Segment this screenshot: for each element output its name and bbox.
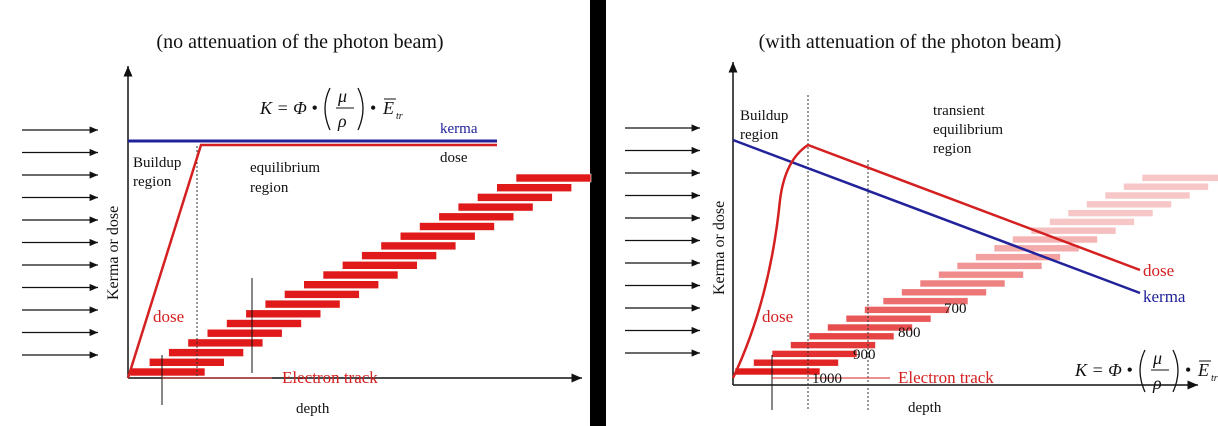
electron-track xyxy=(497,184,572,192)
electron-track-label: Electron track xyxy=(898,368,994,387)
title: (with attenuation of the photon beam) xyxy=(759,31,1062,53)
electron-track xyxy=(477,193,552,201)
formula-subscript: tr xyxy=(396,111,403,122)
formula: K = Φ • μ ρ • E tr xyxy=(259,86,403,131)
electron-track xyxy=(458,203,533,211)
buildup-label: Buildup xyxy=(740,108,788,124)
dose-marker: dose xyxy=(762,307,793,326)
equilibrium-label: transient xyxy=(933,103,985,119)
electron-track xyxy=(284,290,359,298)
electron-track xyxy=(304,281,379,289)
electron-track xyxy=(169,349,244,357)
equilibrium-label: region xyxy=(250,180,289,196)
title: (no attenuation of the photon beam) xyxy=(156,31,443,53)
dose-label: dose xyxy=(1143,261,1174,280)
formula-denominator: ρ xyxy=(1152,373,1162,393)
electron-track xyxy=(994,245,1079,252)
left-panel: (no attenuation of the photon beam) kerm… xyxy=(22,31,591,417)
electron-track xyxy=(130,368,205,376)
electron-track xyxy=(342,261,417,269)
electron-track xyxy=(246,310,321,318)
x-axis-label: depth xyxy=(908,400,942,416)
electron-track xyxy=(323,271,398,279)
formula-lhs: K = Φ • xyxy=(1074,360,1133,380)
y-axis-label: Kerma or dose xyxy=(711,201,728,295)
electron-track xyxy=(939,271,1024,278)
track-label: 700 xyxy=(944,301,967,317)
electron-track xyxy=(809,333,894,340)
electron-track xyxy=(772,350,857,357)
electron-track xyxy=(920,280,1005,287)
electron-track xyxy=(207,329,282,337)
formula: K = Φ • μ ρ • E tr xyxy=(1074,348,1218,393)
formula-subscript: tr xyxy=(1211,373,1218,384)
buildup-label: region xyxy=(740,127,779,143)
paren xyxy=(325,88,330,130)
formula-numerator: μ xyxy=(337,86,347,106)
dose-label: dose xyxy=(440,150,468,166)
equilibrium-label: equilibrium xyxy=(933,122,1003,138)
electron-track xyxy=(362,252,437,260)
buildup-label: Buildup xyxy=(133,155,181,171)
electron-track xyxy=(1105,192,1190,199)
formula-numerator: μ xyxy=(1152,348,1162,368)
divider xyxy=(590,0,606,426)
kerma-label: kerma xyxy=(1143,287,1186,306)
formula-dot: • xyxy=(370,98,376,118)
photon-arrows xyxy=(625,128,700,353)
formula-energy: E xyxy=(382,98,394,118)
electron-track xyxy=(865,306,950,313)
dose-line xyxy=(128,145,497,378)
electron-track xyxy=(957,262,1042,269)
equilibrium-label: region xyxy=(933,141,972,157)
electron-track xyxy=(400,232,475,240)
electron-track xyxy=(902,289,987,296)
buildup-label: region xyxy=(133,174,172,190)
formula-lhs: K = Φ • xyxy=(259,98,318,118)
electron-track xyxy=(754,359,839,366)
paren xyxy=(358,88,363,130)
track-label: 800 xyxy=(898,325,921,341)
y-axis-label: Kerma or dose xyxy=(105,206,122,300)
electron-track xyxy=(149,358,224,366)
electron-track xyxy=(735,368,820,375)
equilibrium-label: equilibrium xyxy=(250,160,320,176)
electron-track-label: Electron track xyxy=(282,368,378,387)
electron-track xyxy=(381,242,456,250)
electron-track xyxy=(265,300,340,308)
electron-tracks xyxy=(130,174,591,376)
kerma-label: kerma xyxy=(440,121,478,137)
electron-track xyxy=(1124,183,1209,190)
electron-track xyxy=(846,315,931,322)
formula-denominator: ρ xyxy=(337,111,347,131)
dose-marker: dose xyxy=(153,307,184,326)
photon-arrows xyxy=(22,130,98,355)
right-panel: (with attenuation of the photon beam) do… xyxy=(625,31,1218,416)
electron-track xyxy=(1142,174,1218,181)
track-label: 900 xyxy=(853,347,876,363)
electron-track xyxy=(420,223,495,231)
track-label: 1000 xyxy=(812,371,842,387)
electron-track xyxy=(1068,210,1153,217)
figure: (no attenuation of the photon beam) kerm… xyxy=(0,0,1218,426)
electron-track xyxy=(439,213,514,221)
formula-energy: E xyxy=(1197,360,1209,380)
electron-track xyxy=(1050,218,1135,225)
electron-track xyxy=(227,320,302,328)
x-axis-label: depth xyxy=(296,401,330,417)
electron-track xyxy=(1087,201,1172,208)
formula-dot: • xyxy=(1185,360,1191,380)
electron-track xyxy=(516,174,591,182)
